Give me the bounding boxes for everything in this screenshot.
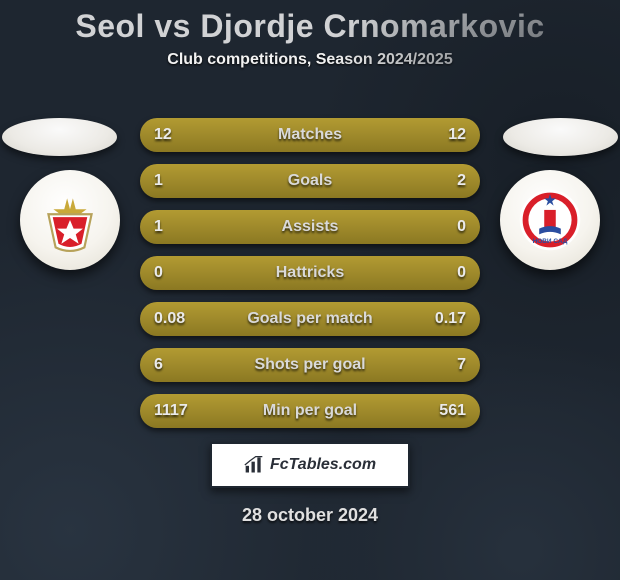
stat-row-goals: 1 Goals 2 [140,164,480,198]
stats-container: 12 Matches 12 1 Goals 2 1 Assists 0 0 Ha… [140,118,480,440]
stat-right-value: 2 [426,172,466,190]
stat-right-value: 12 [426,126,466,144]
stat-left-value: 0.08 [154,310,194,328]
stat-left-value: 1117 [154,402,194,420]
club-crest-left [20,170,120,270]
footer-date: 28 october 2024 [0,505,620,526]
stat-row-goals-per-match: 0.08 Goals per match 0.17 [140,302,480,336]
stat-left-value: 1 [154,218,194,236]
bar-chart-icon [244,455,264,475]
player-right-ellipse [503,118,618,156]
fctables-badge[interactable]: FcTables.com [210,442,410,488]
player-left-ellipse [2,118,117,156]
stat-right-value: 0.17 [426,310,466,328]
stat-row-hattricks: 0 Hattricks 0 [140,256,480,290]
stat-left-value: 6 [154,356,194,374]
stat-row-min-per-goal: 1117 Min per goal 561 [140,394,480,428]
stat-row-assists: 1 Assists 0 [140,210,480,244]
stat-row-matches: 12 Matches 12 [140,118,480,152]
vojvodina-icon: НОВИ САД [514,184,586,256]
stat-left-value: 12 [154,126,194,144]
page-title: Seol vs Djordje Crnomarkovic [0,0,620,45]
stat-right-value: 0 [426,264,466,282]
comparison-card: Seol vs Djordje Crnomarkovic Club compet… [0,0,620,580]
crvena-zvezda-icon [34,184,106,256]
page-subtitle: Club competitions, Season 2024/2025 [0,51,620,69]
stat-left-value: 1 [154,172,194,190]
stat-right-value: 7 [426,356,466,374]
stat-row-shots-per-goal: 6 Shots per goal 7 [140,348,480,382]
stat-left-value: 0 [154,264,194,282]
svg-text:НОВИ САД: НОВИ САД [533,238,568,245]
club-crest-right: НОВИ САД [500,170,600,270]
stat-right-value: 0 [426,218,466,236]
stat-right-value: 561 [426,402,466,420]
fctables-label: FcTables.com [270,456,376,474]
